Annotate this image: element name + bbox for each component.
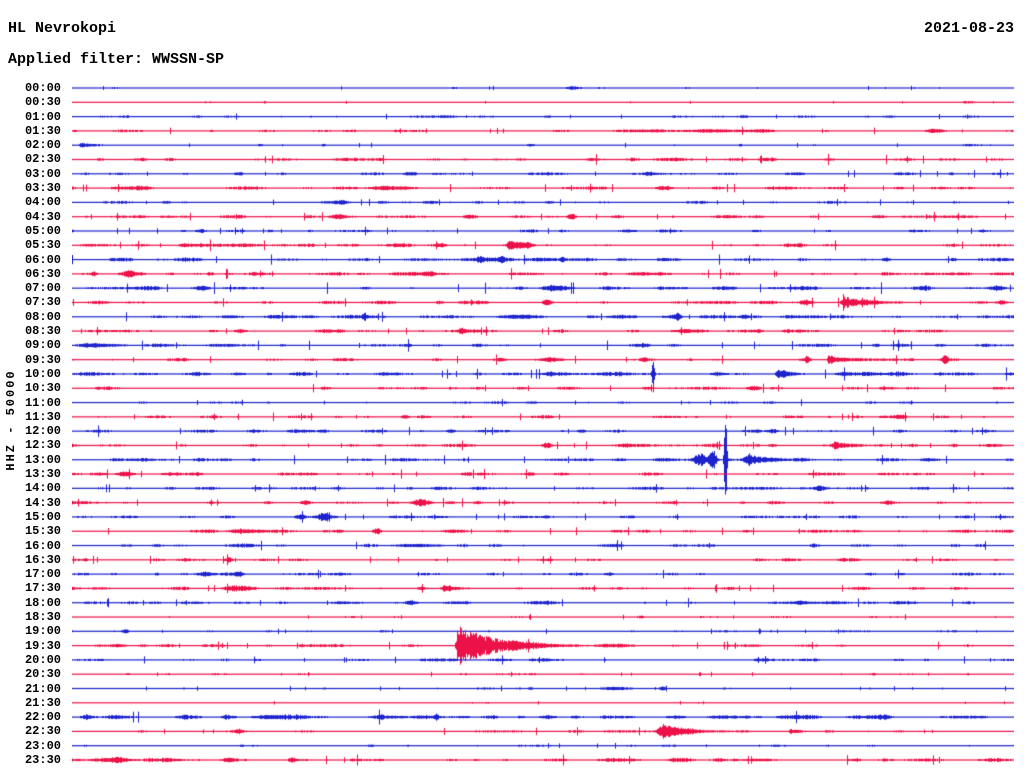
time-label-1600: 16:00: [24, 538, 61, 553]
time-label-1030: 10:30: [24, 381, 61, 396]
time-label-1200: 12:00: [24, 424, 61, 439]
time-label-2230: 22:30: [24, 724, 61, 739]
time-label-1130: 11:30: [24, 409, 61, 424]
time-label-2030: 20:30: [24, 667, 61, 682]
time-label-1830: 18:30: [24, 610, 61, 625]
time-label-0230: 02:30: [24, 152, 61, 167]
time-label-0930: 09:30: [24, 352, 61, 367]
time-label-0330: 03:30: [24, 181, 61, 196]
time-label-1900: 19:00: [24, 624, 61, 639]
helicorder-traces-canvas: [72, 80, 1014, 780]
time-label-1430: 14:30: [24, 495, 61, 510]
time-label-0730: 07:30: [24, 295, 61, 310]
time-label-1700: 17:00: [24, 567, 61, 582]
time-label-0700: 07:00: [24, 281, 61, 296]
time-label-2000: 20:00: [24, 652, 61, 667]
time-label-1300: 13:00: [24, 452, 61, 467]
time-label-0100: 01:00: [24, 109, 61, 124]
time-label-0630: 06:30: [24, 266, 61, 281]
time-label-0830: 08:30: [24, 324, 61, 339]
applied-filter-label: Applied filter: WWSSN-SP: [8, 51, 225, 68]
time-label-2330: 23:30: [24, 753, 61, 767]
time-label-0300: 03:00: [24, 166, 61, 181]
time-label-1230: 12:30: [24, 438, 61, 453]
time-label-2130: 21:30: [24, 695, 61, 710]
time-label-2200: 22:00: [24, 710, 61, 725]
date-label: 2021-08-23: [923, 20, 1014, 37]
time-label-0030: 00:30: [24, 95, 61, 110]
time-label-1400: 14:00: [24, 481, 61, 496]
time-label-1100: 11:00: [24, 395, 61, 410]
time-label-0000: 00:00: [24, 81, 61, 95]
time-labels-column: 00:00 00:30 01:00 01:30 02:00 02:30 03:00 03:30…: [0, 0, 61, 780]
time-label-1930: 19:30: [24, 638, 61, 653]
time-label-0130: 01:30: [24, 123, 61, 138]
time-label-0600: 06:00: [24, 252, 61, 267]
time-label-0400: 04:00: [24, 195, 61, 210]
time-label-0200: 02:00: [24, 138, 61, 153]
time-label-1330: 13:30: [24, 467, 61, 482]
time-label-0530: 05:30: [24, 238, 61, 253]
time-label-1500: 15:00: [24, 509, 61, 524]
time-label-0500: 05:00: [24, 223, 61, 238]
time-label-1530: 15:30: [24, 524, 61, 539]
time-label-0800: 08:00: [24, 309, 61, 324]
time-label-1800: 18:00: [24, 595, 61, 610]
time-label-2100: 21:00: [24, 681, 61, 696]
time-label-1730: 17:30: [24, 581, 61, 596]
time-label-0430: 04:30: [24, 209, 61, 224]
time-label-1630: 16:30: [24, 552, 61, 567]
time-label-0900: 09:00: [24, 338, 61, 353]
station-title: HL Nevrokopi: [8, 20, 117, 37]
time-label-1000: 10:00: [24, 366, 61, 381]
time-label-2300: 23:00: [24, 738, 61, 753]
